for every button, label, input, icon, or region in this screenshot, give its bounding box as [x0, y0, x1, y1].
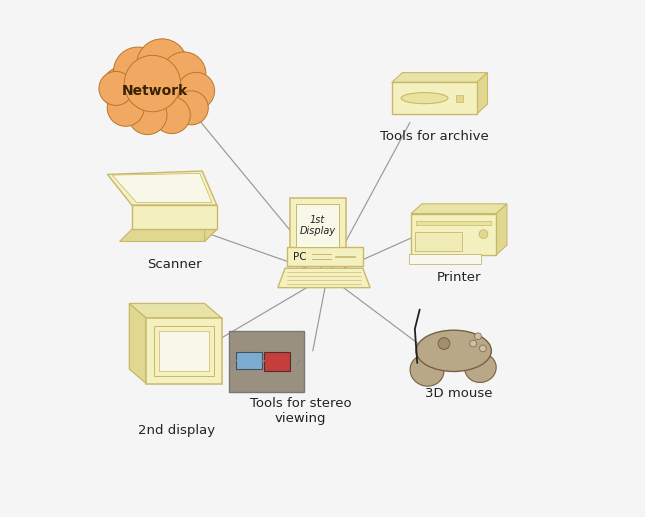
Circle shape: [470, 340, 477, 347]
Circle shape: [479, 345, 486, 352]
Circle shape: [162, 52, 206, 96]
Bar: [264, 352, 290, 371]
Polygon shape: [204, 205, 217, 241]
Text: 1st
Display: 1st Display: [299, 215, 335, 236]
Ellipse shape: [410, 354, 444, 386]
Bar: [146, 318, 222, 384]
Polygon shape: [278, 268, 370, 287]
Polygon shape: [477, 72, 488, 114]
Bar: [236, 352, 262, 369]
Bar: [159, 331, 209, 371]
Bar: [313, 252, 321, 263]
Text: 3D mouse: 3D mouse: [425, 387, 492, 400]
Polygon shape: [119, 230, 217, 241]
Circle shape: [479, 230, 488, 238]
Ellipse shape: [464, 353, 496, 383]
Circle shape: [475, 333, 481, 340]
Circle shape: [128, 96, 167, 134]
Bar: [412, 214, 496, 255]
Circle shape: [99, 71, 133, 105]
Circle shape: [177, 72, 215, 109]
Polygon shape: [130, 303, 146, 384]
Circle shape: [101, 67, 145, 110]
Bar: [409, 254, 481, 264]
Text: Tools for stereo
viewing: Tools for stereo viewing: [250, 397, 352, 425]
Bar: [392, 82, 477, 114]
Circle shape: [137, 39, 188, 89]
Text: Scanner: Scanner: [147, 258, 202, 271]
Bar: [416, 221, 491, 225]
Text: Printer: Printer: [436, 270, 481, 284]
Bar: [456, 95, 464, 101]
Polygon shape: [290, 197, 346, 254]
Circle shape: [438, 338, 450, 349]
Circle shape: [114, 47, 162, 96]
Circle shape: [124, 55, 181, 112]
Circle shape: [107, 89, 144, 126]
Polygon shape: [392, 72, 488, 82]
Bar: [287, 247, 362, 266]
Bar: [296, 204, 339, 247]
Bar: [154, 326, 214, 376]
Text: 2nd display: 2nd display: [138, 424, 215, 437]
Bar: [415, 232, 462, 251]
Circle shape: [174, 91, 208, 125]
Text: Network: Network: [122, 84, 188, 98]
Circle shape: [154, 97, 190, 133]
Ellipse shape: [401, 93, 448, 103]
Bar: [229, 331, 304, 392]
Polygon shape: [130, 303, 222, 318]
Ellipse shape: [416, 330, 491, 372]
Polygon shape: [108, 171, 217, 205]
Text: Tools for archive: Tools for archive: [380, 130, 489, 143]
Polygon shape: [112, 174, 212, 203]
Text: PC: PC: [293, 252, 306, 262]
Polygon shape: [412, 204, 507, 214]
Polygon shape: [496, 204, 507, 255]
Bar: [132, 205, 217, 230]
